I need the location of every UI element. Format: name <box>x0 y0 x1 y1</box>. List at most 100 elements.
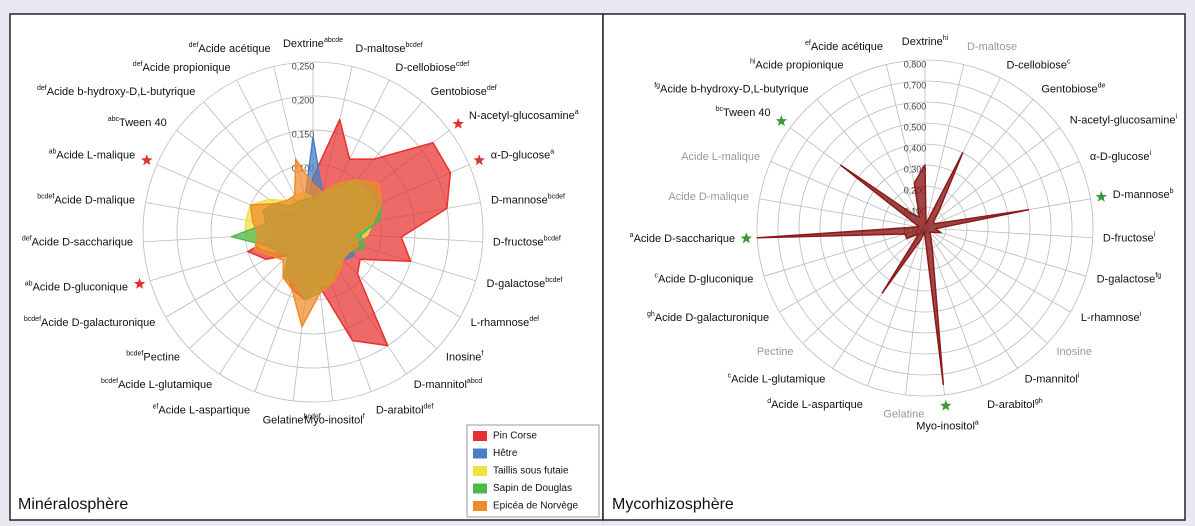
spoke <box>924 227 1093 239</box>
legend-label: Taillis sous futaie <box>493 466 569 477</box>
axis-label: D-maltosebcdef <box>355 42 422 55</box>
axis-label-text: D-mannose <box>491 195 548 207</box>
axis-label-text: D-cellobiose <box>395 62 456 74</box>
axis-label-sup: c <box>1067 59 1071 66</box>
spoke <box>759 198 926 229</box>
axis-label-sup: i <box>1140 311 1142 318</box>
r-tick-label: 0,200 <box>292 95 315 105</box>
axis-label-sup: i <box>1149 150 1151 157</box>
axis-label-sup: f <box>363 414 365 421</box>
axis-label: D-fructosei <box>1103 231 1156 244</box>
axis-label-sup: abc <box>108 116 120 123</box>
axis-label-text: Acide D-galacturonique <box>41 317 155 329</box>
axis-label-sup: a <box>630 232 634 239</box>
axis-label-text: Acide D-galacturonique <box>655 312 769 324</box>
axis-label: Gelatine <box>883 409 924 421</box>
axis-label-sup: bcdef <box>126 350 143 357</box>
axis-label-text: D-galactose <box>1097 273 1156 285</box>
axis-label: D-mannitoli <box>1025 372 1080 385</box>
axis-label: L-rhamnosei <box>1081 311 1142 324</box>
axis-label: abAcide D-gluconique <box>25 280 128 293</box>
axis-label: hiAcide propionique <box>750 59 844 72</box>
axis-label-text: Acide D-malique <box>668 191 749 203</box>
axis-label: abAcide L-malique <box>49 148 136 161</box>
axis-label-text: Acide L-aspartique <box>158 405 250 417</box>
axis-label: D-mannosebcdef <box>491 193 565 206</box>
axis-label: Gentobiosedef <box>431 85 497 98</box>
axis-label-text: D-mannose <box>1113 189 1170 201</box>
axis-label-text: L-rhamnose <box>471 317 530 329</box>
axis-label-text: Gentobiose <box>431 86 487 98</box>
axis-label: Dextrineabcde <box>283 37 343 50</box>
axis-label-sup: i <box>1078 372 1080 379</box>
axis-label-text: N-acetyl-glucosamine <box>469 110 575 122</box>
axis-label-text: D-maltose <box>355 43 405 55</box>
r-tick-label: 0,250 <box>292 61 315 71</box>
axis-label-sup: def <box>133 61 143 68</box>
axis-label-text: α-D-glucose <box>491 149 551 161</box>
r-tick-label: 0,300 <box>904 164 927 174</box>
spoke <box>763 227 926 277</box>
axis-label-text: Acide L-malique <box>681 151 760 163</box>
axis-label-text: Gelatine <box>883 409 924 421</box>
axis-label: α-D-glucosea <box>491 148 555 161</box>
legend-label: Hêtre <box>493 448 518 459</box>
axis-label-text: Acide D-gluconique <box>658 273 753 285</box>
axis-label-sup: ef <box>153 404 159 411</box>
axis-label: Gelatinebcdef <box>263 414 321 427</box>
axis-label: Myo-inositolf <box>304 414 365 427</box>
axis-label: defAcide D-saccharique <box>22 235 133 248</box>
axis-label-text: Acide D-saccharique <box>634 233 736 245</box>
axis-label: D-arabitolgh <box>987 398 1043 411</box>
axis-label: Inosine <box>1056 346 1091 358</box>
axis-label-sup: bcdef <box>545 277 562 284</box>
star-marker <box>452 117 464 129</box>
spoke <box>924 227 1087 277</box>
axis-label-sup: bcdef <box>548 193 565 200</box>
axis-label: ghAcide D-galacturonique <box>647 311 769 324</box>
axis-label-text: Acide acétique <box>198 43 270 55</box>
axis-label: D-fructosebcdef <box>493 235 561 248</box>
axis-label-text: D-fructose <box>493 236 544 248</box>
axis-label-text: D-mannitol <box>414 379 467 391</box>
axis-label: α-D-glucosei <box>1090 150 1152 163</box>
r-tick-label: 0,600 <box>904 101 927 111</box>
spoke <box>867 227 926 387</box>
axis-label: N-acetyl-glucosaminea <box>469 109 579 122</box>
axis-label: D-arabitoldef <box>376 404 433 417</box>
axis-label: D-mannitolabcd <box>414 378 482 391</box>
axis-label: aAcide D-saccharique <box>630 232 735 245</box>
axis-label-text: Tween 40 <box>723 107 771 119</box>
axis-label-text: Tween 40 <box>119 117 167 129</box>
axis-label-sup: a <box>550 148 554 155</box>
axis-label-sup: c <box>654 272 658 279</box>
axis-label-text: Acide b-hydroxy-D,L-butyrique <box>47 86 196 98</box>
axis-label-text: Acide b-hydroxy-D,L-butyrique <box>660 83 809 95</box>
axis-label-sup: a <box>575 109 579 116</box>
axis-label: efAcide L-aspartique <box>153 404 251 417</box>
axis-label-text: D-galactose <box>487 278 546 290</box>
legend-swatch <box>473 448 487 459</box>
legend-swatch <box>473 466 487 476</box>
axis-label-text: Acide L-glutamique <box>731 373 825 385</box>
spoke <box>849 77 926 229</box>
legend-swatch <box>473 431 487 441</box>
axis-label-text: Dextrine <box>902 36 943 48</box>
star-marker <box>1095 190 1107 202</box>
r-tick-label: 0,500 <box>904 122 927 132</box>
axis-label-text: Acide D-gluconique <box>33 281 128 293</box>
axis-label-sup: ab <box>49 148 57 155</box>
axis-label-sup: bcdef <box>101 378 118 385</box>
axis-label-text: Acide L-aspartique <box>771 399 863 411</box>
axis-label: bcdefAcide L-glutamique <box>101 378 212 391</box>
axis-label-sup: b <box>1170 188 1174 195</box>
panel-title: Mycorhizosphère <box>612 496 734 513</box>
axis-label: Pectine <box>757 346 794 358</box>
star-marker <box>775 115 788 126</box>
axis-label: Dextrinehi <box>902 35 949 48</box>
axis-label-sup: a <box>975 420 979 427</box>
axis-label-sup: i <box>1175 113 1177 120</box>
axis-label-sup: abcd <box>467 378 482 385</box>
axis-label-text: α-D-glucose <box>1090 151 1150 163</box>
